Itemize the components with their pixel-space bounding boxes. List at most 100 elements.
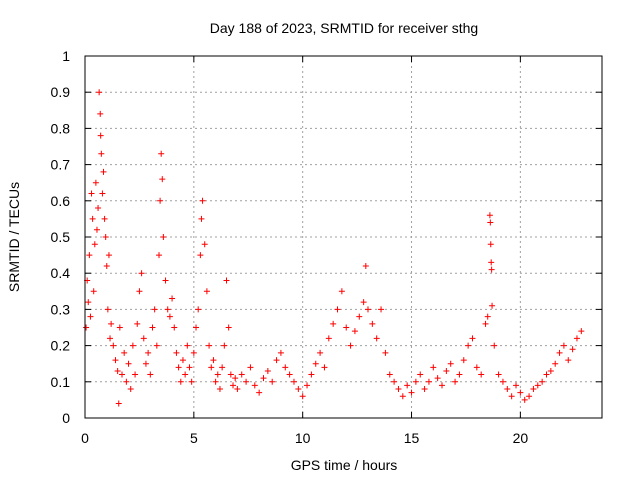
data-point (373, 335, 380, 342)
data-point (156, 252, 163, 259)
data-point (573, 335, 580, 342)
data-point (560, 342, 567, 349)
y-tick-label: 0.5 (51, 229, 71, 245)
data-point (478, 371, 485, 378)
data-point (391, 378, 398, 385)
data-point (430, 364, 437, 371)
data-point (295, 386, 302, 393)
data-point (264, 367, 271, 374)
data-point (92, 179, 99, 186)
data-point (208, 364, 215, 371)
data-point (499, 378, 506, 385)
data-point (443, 367, 450, 374)
data-point (157, 197, 164, 204)
data-point (90, 288, 97, 295)
data-point (125, 360, 132, 367)
data-point (99, 190, 106, 197)
data-point (304, 382, 311, 389)
grid (85, 56, 602, 418)
data-point (171, 324, 178, 331)
data-point (219, 364, 226, 371)
data-point (123, 378, 130, 385)
data-point (256, 389, 263, 396)
data-point (534, 382, 541, 389)
data-point (556, 349, 563, 356)
data-point (210, 357, 217, 364)
data-point (85, 299, 92, 306)
data-point (93, 226, 100, 233)
data-point (214, 371, 221, 378)
data-point (147, 371, 154, 378)
data-point (149, 324, 156, 331)
data-points (83, 89, 585, 407)
data-point (521, 396, 528, 403)
data-point (136, 288, 143, 295)
data-point (159, 176, 166, 183)
data-point (164, 306, 171, 313)
data-point (489, 302, 496, 309)
data-point (197, 252, 204, 259)
data-point (225, 324, 232, 331)
data-point (95, 205, 102, 212)
data-point (188, 378, 195, 385)
data-point (227, 371, 234, 378)
data-point (356, 313, 363, 320)
y-tick-label: 0.7 (51, 157, 71, 173)
data-point (97, 132, 104, 139)
data-point (87, 313, 94, 320)
data-point (203, 288, 210, 295)
data-point (121, 349, 128, 356)
data-point (404, 382, 411, 389)
data-point (166, 313, 173, 320)
data-point (195, 306, 202, 313)
chart-title: Day 188 of 2023, SRMTID for receiver sth… (210, 20, 478, 36)
data-point (543, 371, 550, 378)
data-point (486, 212, 493, 219)
data-point (539, 378, 546, 385)
data-point (206, 342, 213, 349)
data-point (201, 241, 208, 248)
data-point (230, 382, 237, 389)
data-point (347, 342, 354, 349)
data-point (351, 328, 358, 335)
data-point (578, 328, 585, 335)
x-tick-label: 20 (513, 430, 529, 446)
data-point (484, 313, 491, 320)
y-tick-label: 0.9 (51, 84, 71, 100)
data-point (140, 335, 147, 342)
data-point (212, 378, 219, 385)
data-point (488, 259, 495, 266)
data-point (101, 215, 108, 222)
data-point (547, 367, 554, 374)
y-tick-label: 0.8 (51, 120, 71, 136)
data-point (526, 393, 533, 400)
y-tick-label: 0.6 (51, 193, 71, 209)
data-point (114, 367, 121, 374)
data-point (138, 270, 145, 277)
data-point (110, 342, 117, 349)
data-point (299, 393, 306, 400)
data-point (312, 360, 319, 367)
data-point (338, 288, 345, 295)
data-point (151, 306, 158, 313)
data-point (153, 342, 160, 349)
data-point (91, 241, 98, 248)
data-point (362, 262, 369, 269)
data-point (321, 364, 328, 371)
data-point (290, 378, 297, 385)
data-point (160, 234, 167, 240)
data-point (199, 197, 206, 204)
data-point (251, 382, 258, 389)
data-point (223, 277, 230, 284)
data-point (238, 371, 245, 378)
data-point (198, 215, 205, 222)
data-point (221, 342, 228, 349)
y-axis-label: SRMTID / TECUs (6, 182, 22, 292)
data-point (193, 324, 200, 331)
data-point (325, 335, 332, 342)
y-tick-label: 0.3 (51, 301, 71, 317)
data-point (488, 266, 495, 273)
x-tick-label: 5 (190, 430, 198, 446)
data-point (565, 357, 572, 364)
data-point (169, 295, 176, 302)
